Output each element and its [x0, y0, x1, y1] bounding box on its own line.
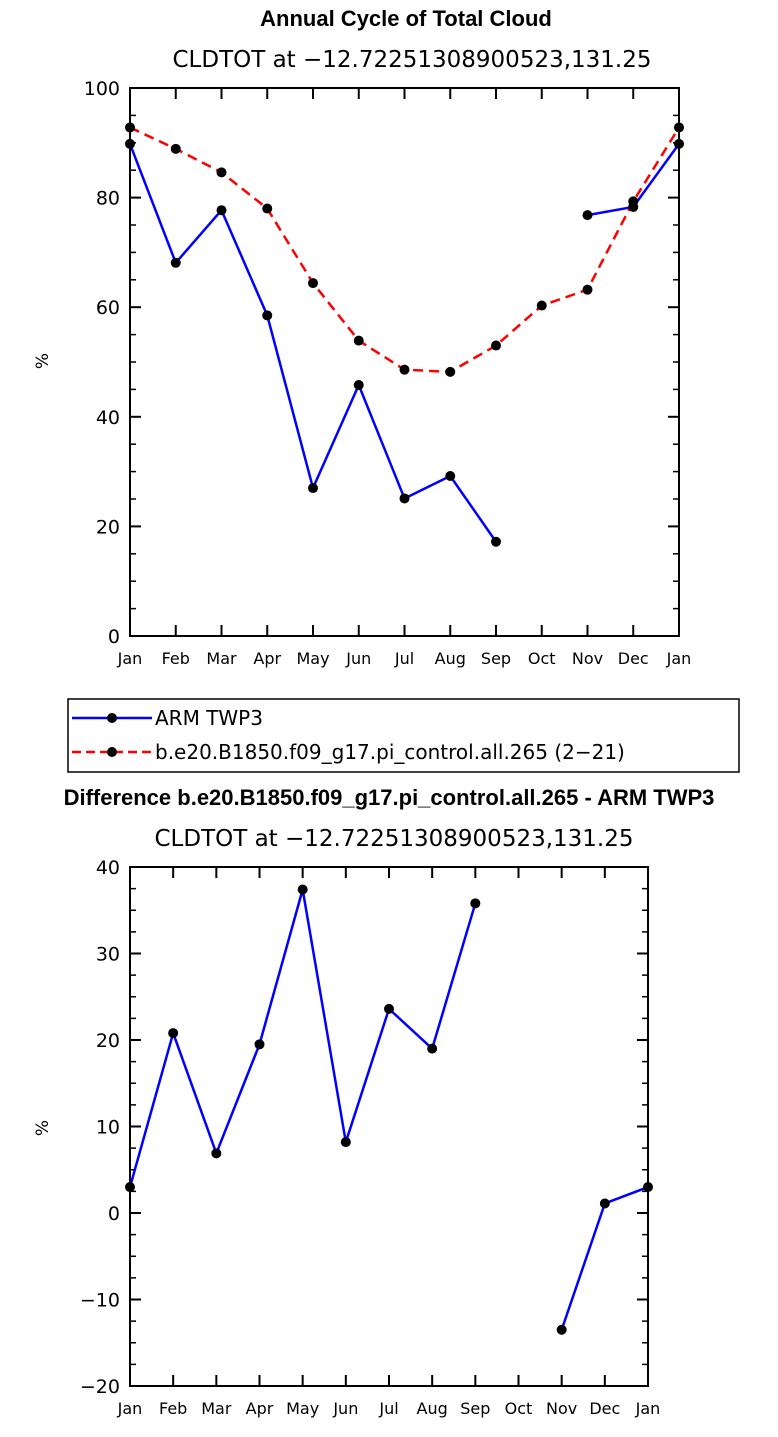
chart1-series-1-point: [399, 364, 410, 375]
chart1-xtick-label: Dec: [618, 649, 649, 668]
chart1-ytick-label: 100: [84, 78, 120, 100]
chart1-ytick-label: 80: [96, 188, 120, 210]
chart1-series-1-point: [170, 143, 181, 154]
chart2-ylabel: %: [33, 1120, 53, 1136]
legend-marker-model: [107, 747, 117, 757]
chart2-xtick-label: Jun: [332, 1399, 358, 1418]
chart1-xtick-label: Apr: [253, 649, 281, 668]
chart2-ytick-label: 0: [108, 1203, 120, 1225]
chart2-series-0-point: [427, 1043, 438, 1054]
chart1-series-1-line: [129, 126, 681, 374]
chart2-xtick-label: Apr: [246, 1399, 274, 1418]
chart2-series-0-point: [297, 884, 308, 895]
chart2-xtick-label: Jan: [635, 1399, 661, 1418]
chart1-series-0-point: [353, 380, 364, 391]
chart2-subtitle: CLDTOT at −12.72251308900523,131.25: [154, 826, 633, 852]
chart1-series-1-point: [353, 335, 364, 346]
chart1-series-1-point: [445, 366, 456, 377]
chart2-series-0-point: [599, 1198, 610, 1209]
chart1-xtick-label: May: [296, 649, 329, 668]
chart1-ytick-label: 0: [108, 626, 120, 648]
chart2-series-0-point: [254, 1039, 265, 1050]
chart2-plot-area: −20 −10 0 10 20 30 40 Jan Feb Mar Apr May Jun Jul Aug S…: [80, 857, 660, 1418]
chart1-series-0-point: [170, 257, 181, 268]
chart1-plot-area: 0 20 40 60 80 100 Jan Feb Mar Apr May Jun Jul Aug Sep O…: [84, 78, 692, 668]
chart1-series-1-point: [674, 122, 684, 133]
chart2-ytick-label: 30: [96, 944, 120, 966]
chart1-xtick-label: Jun: [345, 649, 371, 668]
chart1-xtick-label: Oct: [528, 649, 556, 668]
chart1-series-1-point: [491, 340, 501, 351]
chart2-xtick-label: Mar: [201, 1399, 232, 1418]
chart1-xtick-label: Mar: [206, 649, 237, 668]
legend: ARM TWP3 b.e20.B1850.f09_g17.pi_control.…: [67, 698, 740, 773]
chart2-series-0-point: [211, 1148, 222, 1159]
chart1-frame: [129, 87, 680, 637]
chart1-series-1-point: [628, 196, 639, 207]
chart2-series-0-point: [168, 1028, 179, 1039]
chart1-xtick-label: Jul: [394, 649, 414, 668]
chart1-series-1-point: [125, 122, 135, 133]
chart2-series-0-point: [125, 1182, 135, 1193]
chart1-series-0-point: [125, 138, 135, 149]
legend-marker-arm-twp3: [107, 713, 117, 723]
chart1-series-0-point: [674, 138, 684, 149]
legend-label-model: b.e20.B1850.f09_g17.pi_control.all.265 (…: [155, 740, 625, 764]
chart1-series-0-point: [399, 493, 410, 504]
chart1-series-0-point: [216, 205, 227, 216]
chart2-xtick-label: Nov: [546, 1399, 577, 1418]
chart1-series-0-point: [445, 470, 456, 481]
chart1-series-1-point: [582, 284, 593, 295]
chart2-xtick-label: Oct: [505, 1399, 533, 1418]
chart2-series-0-point: [470, 898, 481, 909]
chart2-series-0-point: [643, 1182, 653, 1193]
chart1-xtick-label: Nov: [572, 649, 603, 668]
chart2-series-0-point: [384, 1003, 394, 1014]
chart1-subtitle: CLDTOT at −12.72251308900523,131.25: [172, 47, 651, 73]
chart2-series-0-point: [556, 1324, 567, 1335]
chart2-xtick-label: Sep: [460, 1399, 490, 1418]
chart1-series-1-point: [308, 278, 318, 289]
chart1-xtick-label: Aug: [435, 649, 466, 668]
legend-box: [67, 698, 740, 773]
chart1-ylabel: %: [33, 353, 53, 369]
chart2-xtick-label: Jan: [117, 1399, 143, 1418]
chart1-series-0-point: [491, 536, 501, 547]
chart1-series-1-point: [216, 167, 227, 178]
chart2-xtick-label: Feb: [159, 1399, 187, 1418]
chart1-series-1-point: [536, 300, 547, 311]
chart1-xtick-label: Sep: [481, 649, 511, 668]
chart1-xtick-label: Feb: [162, 649, 190, 668]
chart2-xtick-label: Dec: [589, 1399, 620, 1418]
chart1-title: Annual Cycle of Total Cloud: [260, 6, 552, 31]
chart2-ytick-label: −10: [80, 1290, 120, 1312]
chart1-xtick-label: Jan: [666, 649, 692, 668]
chart2-xtick-label: Jul: [378, 1399, 398, 1418]
chart2-xtick-label: Aug: [417, 1399, 448, 1418]
chart1-series-0-point: [582, 210, 593, 221]
legend-label-arm-twp3: ARM TWP3: [155, 706, 263, 730]
chart2-title: Difference b.e20.B1850.f09_g17.pi_contro…: [64, 785, 715, 810]
chart1-series-0-point: [308, 483, 318, 494]
chart2-ytick-label: 40: [96, 857, 120, 879]
chart1-series-0-line: [128, 143, 681, 543]
chart1-series-1-point: [262, 203, 273, 214]
chart1-ytick-label: 60: [96, 297, 120, 319]
chart1-ytick-label: 40: [96, 407, 120, 429]
chart1-ytick-label: 20: [96, 516, 120, 538]
chart2-series-0-point: [340, 1137, 351, 1148]
chart2-ytick-label: 10: [96, 1117, 120, 1139]
chart2-ytick-label: −20: [80, 1376, 120, 1398]
chart2-ytick-label: 20: [96, 1030, 120, 1052]
chart2-series-0-line: [128, 888, 649, 1331]
chart1-xtick-label: Jan: [117, 649, 143, 668]
chart2-xtick-label: May: [286, 1399, 319, 1418]
chart1-series-0-point: [262, 310, 273, 321]
